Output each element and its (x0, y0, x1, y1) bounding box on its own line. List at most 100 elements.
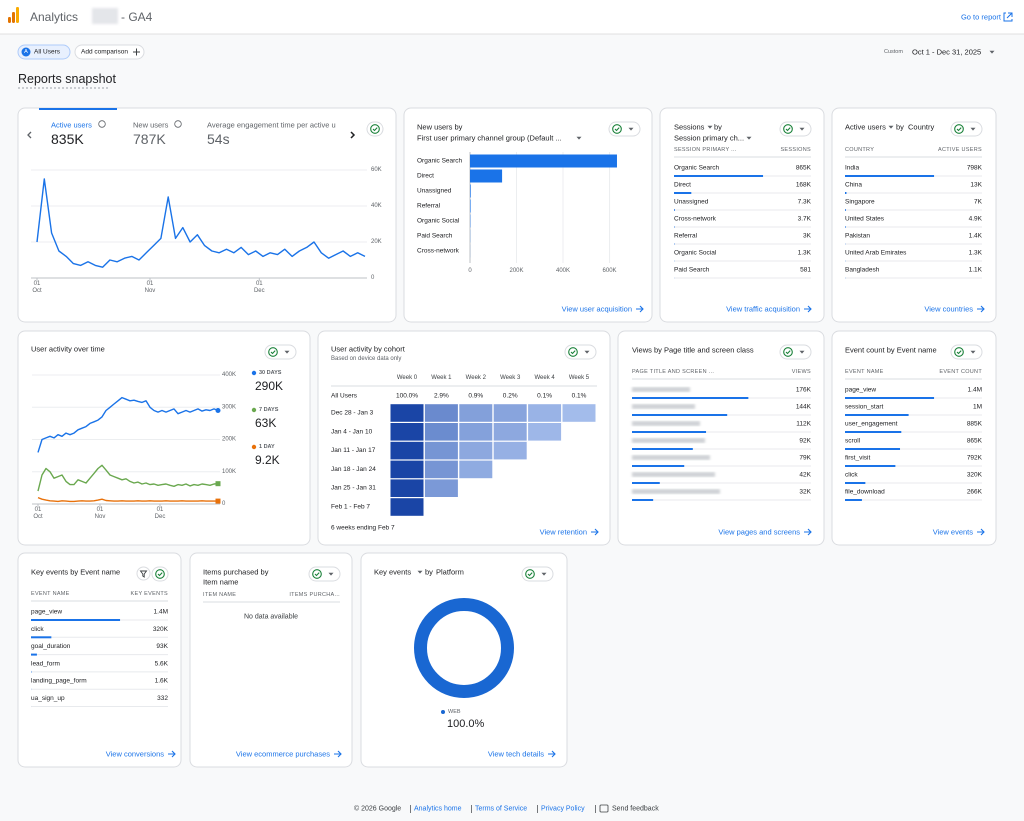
dropdown-caret[interactable] (328, 572, 334, 576)
link-arrow (977, 305, 985, 313)
card (17, 552, 182, 768)
y-tick-label: 400K (222, 372, 236, 378)
redacted-account (92, 8, 118, 24)
compare-button[interactable] (950, 344, 983, 360)
dropdown-caret[interactable] (284, 350, 290, 354)
dropdown-caret[interactable] (417, 570, 423, 574)
cohort-total: 0.9% (468, 393, 483, 400)
link[interactable]: View tech details (488, 750, 544, 759)
check-mark (157, 572, 163, 577)
dropdown-caret[interactable] (989, 50, 995, 54)
compare-button[interactable] (151, 566, 169, 582)
metric-label[interactable]: Active users (51, 121, 92, 130)
check-icon (954, 124, 964, 134)
cohort-cell (390, 423, 424, 441)
compare-button[interactable] (950, 121, 983, 137)
row-value: 7.3K (798, 199, 812, 206)
link[interactable]: View pages and screens (718, 528, 800, 537)
row-label: goal_duration (31, 643, 71, 650)
filter-button[interactable] (136, 566, 151, 581)
x-tick-label: 400K (556, 268, 570, 274)
link[interactable]: View ecommerce purchases (236, 750, 330, 759)
row-label: United States (845, 216, 885, 223)
card-dimension[interactable]: Platform (436, 568, 464, 577)
chevron-right[interactable] (350, 131, 356, 139)
check-mark (785, 127, 791, 132)
footer-link[interactable]: Privacy Policy (541, 806, 585, 813)
footer-link[interactable]: Terms of Service (475, 806, 527, 813)
row-label: user_engagement (845, 421, 898, 428)
dropdown-caret[interactable] (970, 127, 976, 131)
row-bar (845, 192, 847, 194)
dropdown-caret[interactable] (970, 350, 976, 354)
column-header: PAGE TITLE AND SCREEN ... (632, 369, 714, 375)
check-icon (954, 347, 964, 357)
segment-chip[interactable] (17, 44, 71, 60)
cohort-cell (528, 404, 562, 422)
compare-button[interactable] (366, 121, 384, 137)
compare-button[interactable] (308, 566, 341, 582)
check-mark (785, 350, 791, 355)
cohort-cell (424, 404, 458, 422)
check-icon (268, 347, 278, 357)
dropdown-caret[interactable] (576, 136, 582, 140)
dropdown-caret[interactable] (707, 125, 713, 129)
link[interactable]: View countries (924, 305, 973, 314)
compare-button[interactable] (608, 121, 641, 137)
link-arrow (977, 528, 985, 536)
metric-label[interactable]: Average engagement time per active u (207, 121, 336, 130)
link[interactable]: View user acquisition (562, 305, 632, 314)
dropdown-caret[interactable] (541, 572, 547, 576)
dropdown-caret[interactable] (799, 127, 805, 131)
row-value: 865K (796, 165, 812, 172)
footer-link[interactable]: Analytics home (414, 806, 462, 813)
copyright: © 2026 Google (354, 805, 401, 813)
card-dimension[interactable]: Session primary ch... (674, 134, 744, 143)
feedback-link[interactable]: Send feedback (612, 806, 659, 813)
cohort-cell (528, 423, 562, 441)
x-tick-label: 01 (157, 507, 164, 513)
metric-value: 54s (207, 131, 230, 147)
redacted-text (632, 455, 710, 460)
card-subtitle: Based on device data only (331, 356, 401, 362)
row-bar (845, 414, 909, 416)
link[interactable]: View events (933, 528, 974, 537)
chevron-left[interactable] (27, 131, 32, 139)
link-arrow (591, 528, 599, 536)
row-label: click (31, 626, 44, 633)
dropdown-caret[interactable] (888, 125, 894, 129)
row-label: page_view (845, 387, 876, 394)
date-range[interactable]: Oct 1 - Dec 31, 2025 (912, 48, 981, 57)
card-dimension[interactable]: Item name (203, 578, 238, 587)
metric-label[interactable]: New users (133, 121, 169, 130)
redacted-text (632, 472, 715, 477)
row-bar (845, 226, 846, 228)
link[interactable]: View conversions (106, 750, 164, 759)
row-label: Referral (674, 233, 698, 240)
column-header: Week 1 (431, 375, 452, 381)
dropdown-caret[interactable] (746, 136, 752, 140)
dropdown-caret[interactable] (584, 350, 590, 354)
card-dimension[interactable]: First user primary channel group (Defaul… (417, 134, 562, 143)
row-value: 1.3K (969, 250, 983, 257)
add-comparison-chip[interactable] (74, 44, 145, 60)
dropdown-caret[interactable] (799, 350, 805, 354)
card-title: by (896, 123, 904, 132)
card (17, 330, 311, 546)
compare-button[interactable] (779, 344, 812, 360)
link[interactable]: View traffic acquisition (726, 305, 800, 314)
x-tick-label: 01 (256, 281, 263, 287)
y-tick-label: 300K (222, 404, 236, 410)
metric-value: 835K (51, 131, 84, 147)
compare-button[interactable] (564, 344, 597, 360)
help-icon (98, 120, 106, 128)
compare-button[interactable] (779, 121, 812, 137)
column-header: ACTIVE USERS (938, 147, 982, 153)
dropdown-caret[interactable] (628, 127, 634, 131)
compare-button[interactable] (264, 344, 297, 360)
go-to-report[interactable]: Go to report (961, 13, 1002, 22)
link[interactable]: View retention (540, 528, 587, 537)
compare-button[interactable] (521, 566, 554, 582)
card-dimension[interactable]: Country (908, 123, 935, 132)
row-value: 581 (800, 267, 811, 274)
